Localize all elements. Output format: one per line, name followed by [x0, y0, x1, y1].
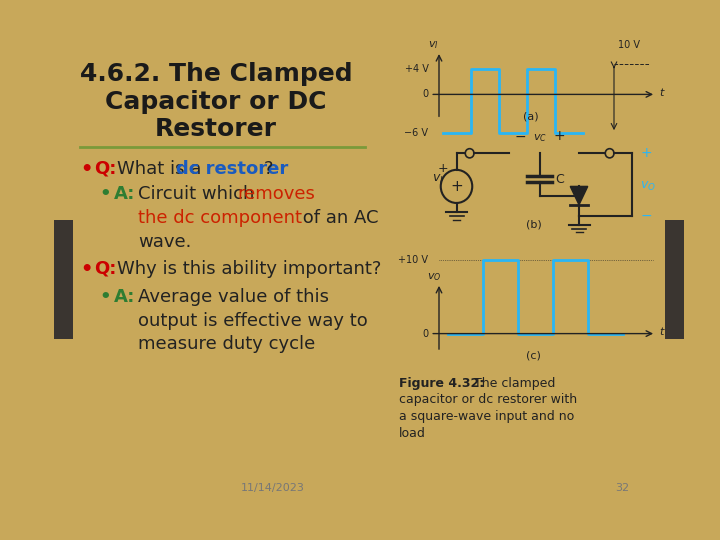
Text: Q:: Q:: [94, 160, 117, 178]
Text: $v_O$: $v_O$: [426, 271, 441, 283]
Text: $v_I$: $v_I$: [432, 173, 444, 186]
Text: +: +: [450, 179, 463, 194]
Text: 10 V: 10 V: [618, 40, 640, 50]
Text: of an AC: of an AC: [297, 210, 379, 227]
Text: Capacitor or DC: Capacitor or DC: [105, 90, 327, 114]
Text: $t$: $t$: [659, 326, 665, 338]
Text: removes: removes: [238, 185, 315, 204]
Text: Figure 4.32:: Figure 4.32:: [399, 377, 484, 390]
Text: +: +: [437, 161, 448, 174]
Text: The clamped: The clamped: [474, 377, 555, 390]
Text: a square-wave input and no: a square-wave input and no: [399, 410, 574, 423]
Text: 0: 0: [423, 90, 428, 99]
Text: (a): (a): [523, 111, 539, 122]
Text: 32: 32: [616, 483, 630, 493]
FancyBboxPatch shape: [54, 220, 73, 339]
Text: −: −: [515, 130, 526, 144]
Text: A:: A:: [114, 288, 135, 306]
Text: 0: 0: [423, 329, 428, 339]
Text: •: •: [80, 260, 93, 279]
Text: $t$: $t$: [659, 86, 665, 98]
Text: +10 V: +10 V: [398, 255, 428, 265]
Text: Q:: Q:: [94, 260, 117, 278]
Text: (b): (b): [526, 220, 541, 230]
Text: ?: ?: [264, 160, 274, 178]
Text: $v_C$: $v_C$: [533, 132, 546, 144]
Text: 11/14/2023: 11/14/2023: [240, 483, 305, 493]
Text: 4.6.2. The Clamped: 4.6.2. The Clamped: [80, 62, 352, 86]
Text: •: •: [99, 185, 111, 204]
Text: C: C: [555, 173, 564, 186]
Text: (c): (c): [526, 350, 541, 360]
Text: $v_I$: $v_I$: [428, 39, 439, 51]
Text: load: load: [399, 427, 426, 440]
Text: −6 V: −6 V: [405, 128, 428, 138]
Text: Why is this ability important?: Why is this ability important?: [117, 260, 382, 278]
Text: Circuit which: Circuit which: [138, 185, 260, 204]
Text: $v_O$: $v_O$: [640, 180, 656, 193]
Text: +4 V: +4 V: [405, 64, 428, 73]
Text: −: −: [640, 209, 652, 223]
Text: Restorer: Restorer: [155, 117, 277, 141]
Text: the dc component: the dc component: [138, 210, 302, 227]
Text: measure duty cycle: measure duty cycle: [138, 335, 315, 354]
Text: wave.: wave.: [138, 233, 192, 251]
FancyBboxPatch shape: [665, 220, 684, 339]
Text: Average value of this: Average value of this: [138, 288, 329, 306]
Polygon shape: [570, 186, 588, 205]
Text: What is a: What is a: [117, 160, 207, 178]
Text: A:: A:: [114, 185, 135, 204]
Text: dc restorer: dc restorer: [176, 160, 289, 178]
Text: +: +: [640, 146, 652, 160]
Text: +: +: [553, 130, 564, 144]
Text: •: •: [99, 288, 111, 306]
Text: output is effective way to: output is effective way to: [138, 312, 368, 329]
Text: capacitor or dc restorer with: capacitor or dc restorer with: [399, 394, 577, 407]
Text: •: •: [80, 160, 93, 179]
